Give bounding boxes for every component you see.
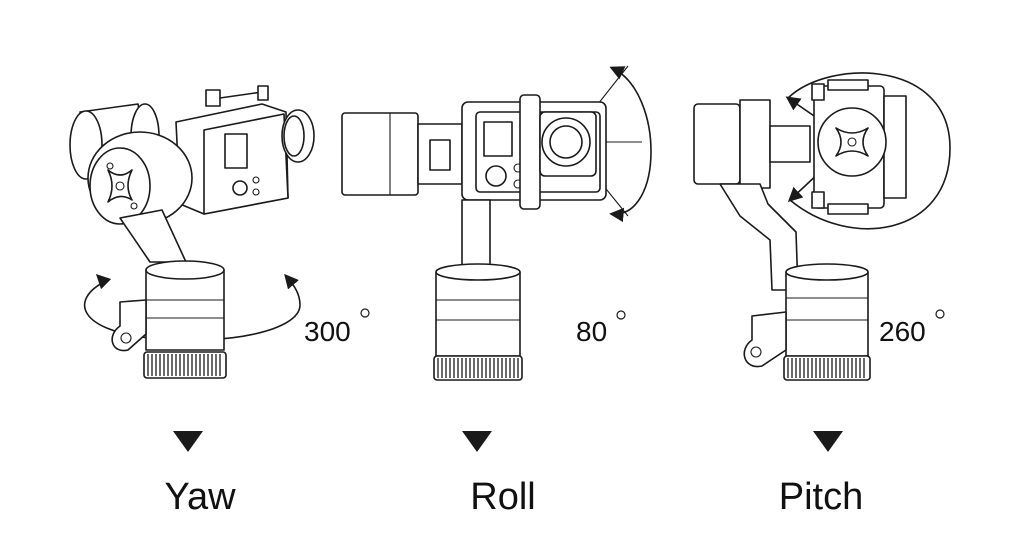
pitch-knurl bbox=[787, 358, 865, 378]
yaw-panel: 300 Yaw bbox=[69, 85, 370, 518]
yaw-angle-value: 300 bbox=[304, 316, 351, 347]
roll-pointer-icon bbox=[462, 431, 492, 452]
pitch-panel: 260 Pitch bbox=[693, 72, 951, 518]
roll-panel: 80 Roll bbox=[341, 65, 652, 518]
roll-label: Roll bbox=[470, 476, 535, 518]
pitch-gimbal-drawing bbox=[693, 72, 951, 381]
pitch-degree-symbol bbox=[935, 309, 945, 319]
yaw-knurl bbox=[147, 354, 221, 376]
roll-gimbal-drawing bbox=[341, 65, 652, 381]
yaw-gimbal-drawing bbox=[69, 85, 315, 379]
roll-rotation-arrow bbox=[609, 66, 652, 223]
pitch-angle-value: 260 bbox=[879, 316, 926, 347]
pitch-rotation-circle bbox=[787, 72, 951, 230]
yaw-rotation-arrow bbox=[84, 273, 301, 341]
pitch-label: Pitch bbox=[779, 476, 863, 518]
roll-degree-symbol bbox=[616, 310, 626, 320]
yaw-label: Yaw bbox=[164, 476, 236, 518]
roll-knurl bbox=[437, 358, 519, 378]
pitch-pointer-icon bbox=[813, 431, 843, 452]
roll-angle-value: 80 bbox=[576, 316, 607, 347]
yaw-pointer-icon bbox=[173, 431, 203, 452]
yaw-degree-symbol bbox=[360, 308, 370, 318]
